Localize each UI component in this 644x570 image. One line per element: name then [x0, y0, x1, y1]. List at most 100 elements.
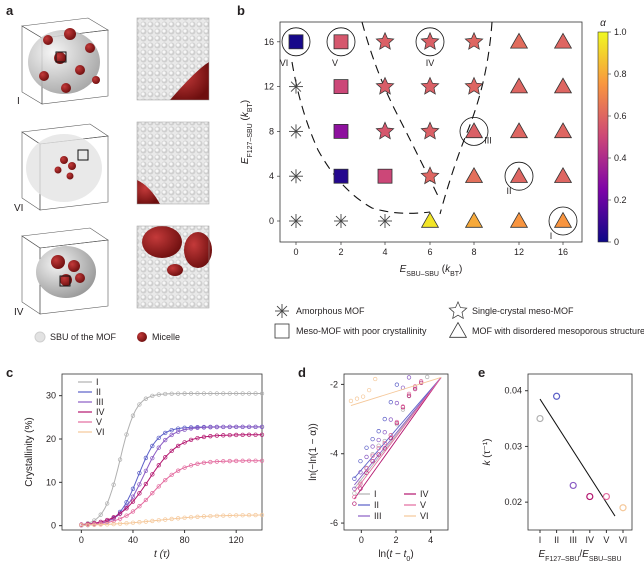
data-point-I [137, 402, 142, 407]
colorbar [597, 31, 609, 243]
data-point-V [150, 491, 155, 496]
data-point-III [221, 424, 226, 430]
data-point-II [394, 382, 400, 387]
triangle-marker [509, 122, 529, 139]
micelle-legend-label: Micelle [152, 332, 180, 342]
x-tick-label: 80 [180, 535, 190, 545]
data-point-V [169, 472, 174, 478]
data-point-VI [124, 521, 129, 526]
data-point-II [352, 476, 357, 481]
data-point-IV [175, 443, 181, 449]
micelle-legend-icon [137, 332, 147, 342]
legend-label: I [96, 377, 99, 387]
data-point-I [253, 391, 258, 396]
data-point-VI [137, 520, 142, 525]
triangle-marker [553, 166, 573, 183]
data-point-III [394, 400, 400, 406]
panel-label-b: b [237, 3, 245, 18]
star-marker [375, 121, 395, 140]
data-point-III [201, 425, 207, 430]
data-point-IV [221, 433, 226, 438]
highlight-circle [326, 27, 356, 57]
data-point-V [208, 459, 213, 465]
data-point-III [163, 437, 168, 443]
data-point-VI [373, 376, 378, 382]
fit-line-IV [354, 377, 442, 500]
legend-label: V [96, 417, 102, 427]
phase-diagram-legend: Amorphous MOF Single-crystal meso-MOF Meso… [274, 301, 644, 339]
x-tick-label: II [554, 535, 559, 545]
highlight-circle [459, 116, 489, 146]
panel-label-e: e [478, 365, 485, 380]
data-point-IV [227, 432, 232, 438]
y-tick-label: 10 [46, 477, 56, 487]
y-axis-label: ln(−ln(1 − α)) [308, 423, 319, 480]
data-point-III [240, 424, 245, 430]
row-label-1: I [17, 96, 20, 107]
star-marker [420, 166, 440, 185]
legend-item-label: Meso-MOF with poor crystallinity [296, 326, 427, 336]
asterisk-marker-stroke [290, 215, 302, 227]
highlight-circle [548, 206, 578, 236]
render-row-3: IV [14, 225, 212, 318]
simulation-cube-render [21, 123, 109, 211]
data-point-V [388, 433, 393, 438]
zoom-render [136, 17, 210, 101]
data-point-I [259, 391, 265, 396]
y-tick-label: 12 [264, 82, 274, 92]
asterisk-marker-stroke [335, 215, 347, 227]
data-point-VI [214, 513, 219, 519]
data-point-I [536, 414, 544, 423]
zoom-render [136, 225, 212, 309]
data-point-V [137, 504, 142, 509]
data-point-II [388, 400, 393, 405]
data-point-VI [253, 512, 258, 518]
legend-label: VI [96, 427, 105, 437]
triangle-marker [509, 32, 529, 49]
star-marker [448, 301, 468, 320]
legend-label: I [374, 489, 377, 499]
y-tick-label: -4 [330, 449, 338, 459]
y-tick-label: -2 [330, 379, 338, 389]
data-point-I [208, 391, 213, 396]
legend-label: III [96, 397, 104, 407]
data-point-III [259, 424, 265, 430]
data-point-VI [366, 387, 372, 393]
sbu-legend-label: SBU of the MOF [50, 332, 117, 342]
x-axis-label: ln(t − t0) [378, 549, 413, 563]
asterisk-marker-stroke [290, 81, 302, 92]
star-marker [464, 31, 484, 50]
data-point-V [182, 465, 187, 470]
data-point-III [227, 424, 232, 430]
data-point-I [240, 391, 245, 396]
legend-item-label: Amorphous MOF [296, 306, 365, 316]
y-tick-label: 8 [269, 126, 274, 136]
data-point-I [376, 443, 381, 448]
data-point-VI [182, 515, 187, 520]
data-point-V [358, 481, 363, 487]
triangle-marker [553, 122, 573, 139]
data-point-I [400, 407, 406, 412]
data-point-I [130, 413, 136, 418]
panel-label-c: c [6, 365, 13, 380]
data-point-V [130, 509, 136, 514]
data-point-II [163, 430, 168, 436]
y-tick-label: 30 [46, 391, 56, 401]
fit-line-II [354, 377, 442, 479]
data-point-V [124, 513, 129, 518]
data-point-II [156, 435, 161, 440]
square-marker [333, 34, 349, 50]
data-point-III [182, 427, 187, 432]
data-point-IV [240, 432, 245, 438]
data-point-IV [105, 517, 110, 523]
fit-line-III [354, 377, 442, 486]
data-point-I [221, 391, 226, 396]
triangle-marker [448, 321, 468, 338]
y-axis-label: Crystallinity (%) [24, 417, 35, 486]
data-point-I [188, 391, 194, 396]
y-tick-label: 16 [264, 37, 274, 47]
data-point-VI [195, 514, 200, 519]
data-point-VI [201, 514, 207, 519]
row-label-3: IV [14, 307, 24, 318]
annotation-label: I [550, 231, 553, 241]
